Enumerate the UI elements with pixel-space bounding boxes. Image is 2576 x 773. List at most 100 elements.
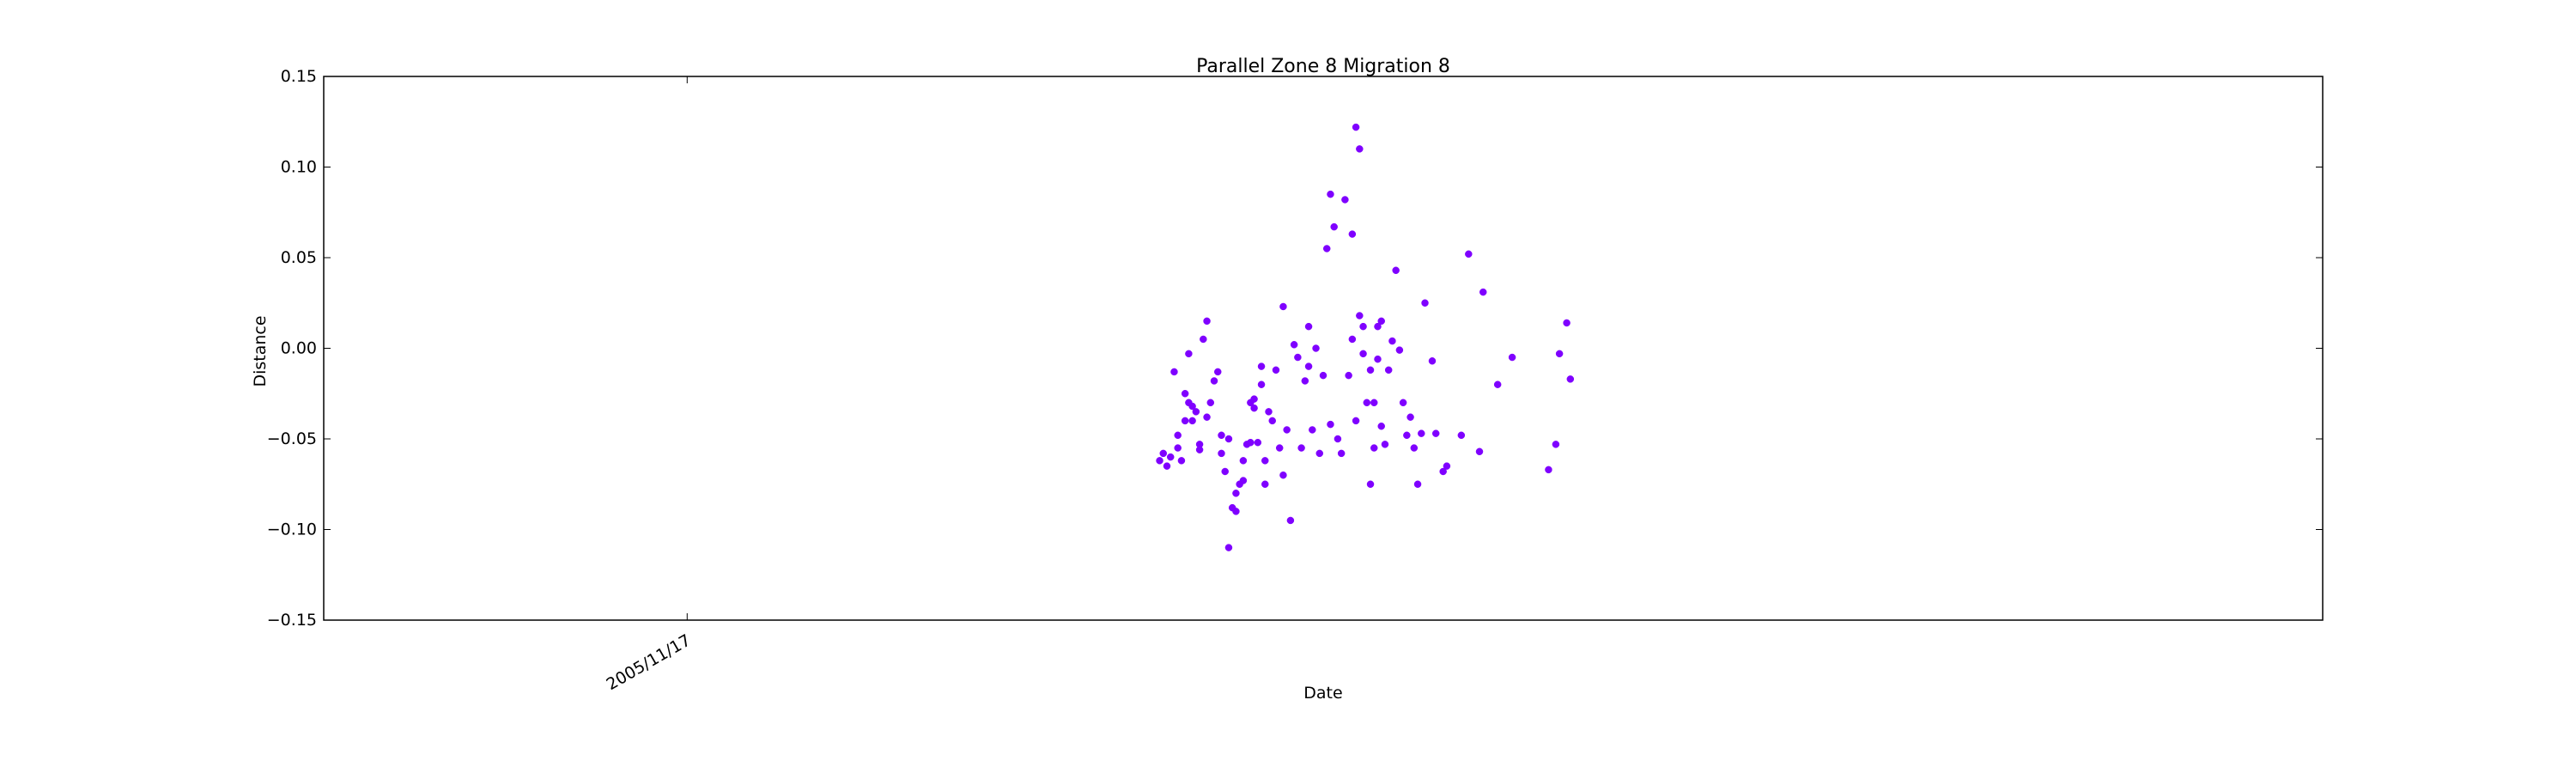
data-point [1552, 441, 1560, 448]
data-point [1366, 366, 1375, 374]
data-point [1384, 366, 1393, 374]
data-point [1352, 417, 1360, 425]
y-tick-label: 0.05 [281, 248, 317, 267]
data-point [1275, 444, 1284, 452]
y-tick-label: −0.10 [267, 520, 317, 539]
data-point [1439, 467, 1447, 476]
data-point [1315, 449, 1324, 458]
plot-frame [323, 76, 2324, 621]
data-point [1210, 377, 1218, 385]
data-point [1563, 319, 1571, 327]
data-point [1188, 417, 1196, 425]
data-point [1312, 344, 1320, 352]
data-point [1247, 438, 1255, 447]
data-point [1392, 266, 1400, 275]
data-point [1203, 413, 1211, 421]
data-point [1327, 420, 1334, 429]
data-point [1352, 123, 1360, 131]
data-point [1359, 322, 1367, 331]
data-point [1181, 417, 1189, 425]
data-point [1232, 508, 1240, 515]
data-point [1174, 444, 1182, 452]
data-point [1214, 368, 1222, 376]
data-point [1479, 288, 1487, 296]
data-point [1195, 441, 1204, 448]
data-point [1475, 447, 1484, 456]
data-point [1377, 422, 1385, 430]
chart-title: Parallel Zone 8 Migration 8 [1196, 56, 1450, 77]
x-axis: 2005/11/17 [604, 76, 695, 694]
data-point [1250, 395, 1258, 403]
data-point [1218, 431, 1225, 440]
data-point [1221, 467, 1229, 476]
y-tick-label: 0.15 [281, 67, 317, 86]
data-point [1356, 312, 1364, 320]
data-point [1374, 322, 1382, 331]
data-point [1224, 544, 1233, 551]
data-point [1203, 317, 1211, 326]
data-point [1301, 377, 1309, 385]
data-point [1406, 413, 1414, 421]
data-point [1257, 380, 1266, 388]
data-point [1156, 457, 1163, 465]
data-point [1322, 245, 1331, 253]
data-point [1428, 357, 1437, 365]
data-point [1279, 302, 1287, 311]
y-tick-label: −0.05 [267, 429, 317, 448]
data-point [1566, 375, 1575, 383]
data-point [1330, 222, 1338, 231]
data-point [1348, 335, 1357, 344]
data-point [1254, 438, 1262, 447]
data-point [1555, 350, 1564, 358]
data-point [1374, 355, 1382, 363]
data-point [1304, 362, 1313, 370]
data-point [1239, 477, 1248, 484]
data-point [1286, 516, 1295, 525]
data-point [1377, 317, 1385, 326]
data-point [1192, 408, 1200, 416]
data-point [1224, 435, 1233, 443]
data-point [1418, 429, 1425, 437]
data-point [1399, 399, 1407, 407]
data-point [1508, 353, 1516, 362]
data-point [1493, 380, 1502, 388]
data-point [1319, 371, 1327, 380]
data-point [1366, 480, 1375, 488]
data-point [1370, 399, 1378, 407]
data-point [1465, 250, 1473, 259]
data-point [1341, 196, 1349, 204]
data-point [1356, 145, 1364, 153]
data-point [1181, 390, 1189, 398]
data-point [1370, 444, 1378, 452]
data-point [1431, 429, 1440, 437]
y-tick-label: 0.00 [281, 339, 317, 358]
data-point [1283, 426, 1291, 434]
data-point [1421, 299, 1429, 307]
data-point [1170, 368, 1178, 376]
data-point [1163, 462, 1171, 470]
data-point [1457, 431, 1466, 440]
data-point [1443, 462, 1451, 470]
data-point [1413, 480, 1422, 488]
data-point [1348, 230, 1357, 238]
data-point [1250, 404, 1258, 412]
data-point [1290, 341, 1298, 349]
data-point [1337, 449, 1346, 458]
data-point [1268, 417, 1276, 425]
y-axis: 0.15 0.10 0.05 0.00 −0.05 −0.10 −0.15 [267, 67, 2323, 630]
data-points [1156, 123, 1575, 551]
x-tick-label: 2005/11/17 [604, 630, 695, 694]
data-point [1188, 402, 1196, 411]
data-point [1297, 444, 1305, 452]
data-point [1294, 353, 1302, 362]
y-tick-label: −0.15 [267, 611, 317, 630]
data-point [1381, 441, 1389, 448]
data-point [1334, 435, 1342, 443]
x-axis-label: Date [1303, 684, 1342, 703]
data-point [1261, 480, 1269, 488]
data-point [1218, 449, 1225, 458]
data-point [1239, 457, 1248, 465]
data-point [1363, 399, 1371, 407]
data-point [1166, 453, 1175, 461]
